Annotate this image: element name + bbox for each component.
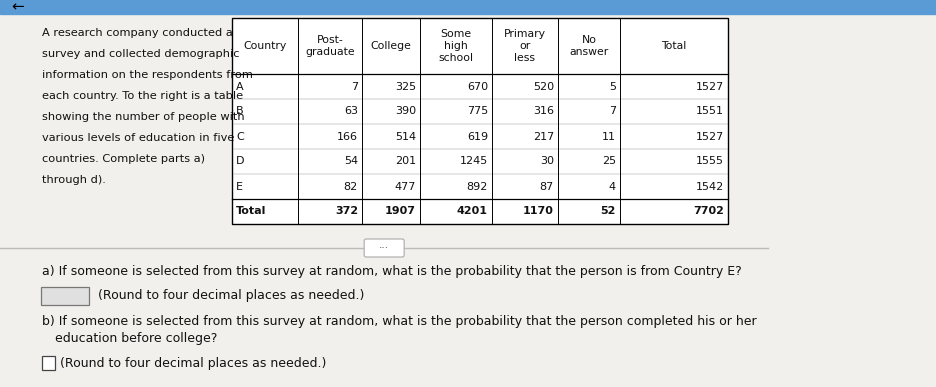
Text: 670: 670 (466, 82, 488, 91)
Text: information on the respondents from: information on the respondents from (42, 70, 253, 80)
Text: through d).: through d). (42, 175, 106, 185)
Text: A: A (236, 82, 243, 91)
Text: 619: 619 (466, 132, 488, 142)
Text: 7: 7 (350, 82, 358, 91)
Text: 1245: 1245 (460, 156, 488, 166)
Text: 477: 477 (394, 182, 416, 192)
Text: education before college?: education before college? (55, 332, 217, 345)
Text: 1527: 1527 (695, 82, 724, 91)
Bar (232, 18, 727, 224)
FancyBboxPatch shape (41, 287, 89, 305)
Text: Total: Total (661, 41, 686, 51)
Text: 1170: 1170 (522, 207, 553, 216)
Text: 217: 217 (533, 132, 553, 142)
Text: 30: 30 (539, 156, 553, 166)
Text: (Round to four decimal places as needed.): (Round to four decimal places as needed.… (94, 289, 364, 303)
Text: 5: 5 (608, 82, 615, 91)
Text: B: B (236, 106, 243, 116)
Text: 166: 166 (337, 132, 358, 142)
Text: 1907: 1907 (385, 207, 416, 216)
Bar (0, 0, 777, 387)
Text: 514: 514 (394, 132, 416, 142)
Text: 4201: 4201 (457, 207, 488, 216)
Text: countries. Complete parts a): countries. Complete parts a) (42, 154, 205, 164)
Text: 11: 11 (601, 132, 615, 142)
Text: 892: 892 (466, 182, 488, 192)
Text: No
answer: No answer (569, 35, 608, 57)
Text: Country: Country (243, 41, 286, 51)
Text: 25: 25 (601, 156, 615, 166)
Text: E: E (236, 182, 242, 192)
Text: A research company conducted a: A research company conducted a (42, 28, 232, 38)
Text: 316: 316 (533, 106, 553, 116)
Text: various levels of education in five: various levels of education in five (42, 133, 234, 143)
Text: Some
high
school: Some high school (438, 29, 473, 63)
Text: 390: 390 (394, 106, 416, 116)
Text: 372: 372 (334, 207, 358, 216)
Text: 201: 201 (394, 156, 416, 166)
Text: 0.2002: 0.2002 (44, 289, 86, 303)
Text: Primary
or
less: Primary or less (504, 29, 546, 63)
FancyBboxPatch shape (364, 239, 403, 257)
Text: 4: 4 (608, 182, 615, 192)
Text: b) If someone is selected from this survey at random, what is the probability th: b) If someone is selected from this surv… (42, 315, 755, 328)
Text: 82: 82 (344, 182, 358, 192)
Text: 1555: 1555 (695, 156, 724, 166)
Text: 325: 325 (394, 82, 416, 91)
Text: Total: Total (236, 207, 266, 216)
Text: 52: 52 (600, 207, 615, 216)
Text: ···: ··· (379, 243, 388, 253)
Text: 1551: 1551 (695, 106, 724, 116)
Text: 1542: 1542 (695, 182, 724, 192)
Text: 87: 87 (539, 182, 553, 192)
Bar (232, 18, 727, 224)
Text: 1527: 1527 (695, 132, 724, 142)
Text: 63: 63 (344, 106, 358, 116)
Text: D: D (236, 156, 244, 166)
Text: (Round to four decimal places as needed.): (Round to four decimal places as needed.… (60, 356, 326, 370)
Text: 7: 7 (608, 106, 615, 116)
Text: Post-
graduate: Post- graduate (305, 35, 355, 57)
Text: 775: 775 (466, 106, 488, 116)
FancyBboxPatch shape (42, 356, 55, 370)
Text: a) If someone is selected from this survey at random, what is the probability th: a) If someone is selected from this surv… (42, 265, 741, 278)
Text: 7702: 7702 (693, 207, 724, 216)
Text: showing the number of people with: showing the number of people with (42, 112, 244, 122)
Text: each country. To the right is a table: each country. To the right is a table (42, 91, 242, 101)
Text: College: College (370, 41, 411, 51)
Text: 520: 520 (533, 82, 553, 91)
Text: 54: 54 (344, 156, 358, 166)
Text: C: C (236, 132, 243, 142)
Text: ←: ← (11, 0, 24, 14)
Bar (0, 0, 936, 14)
Text: survey and collected demographic: survey and collected demographic (42, 49, 240, 59)
